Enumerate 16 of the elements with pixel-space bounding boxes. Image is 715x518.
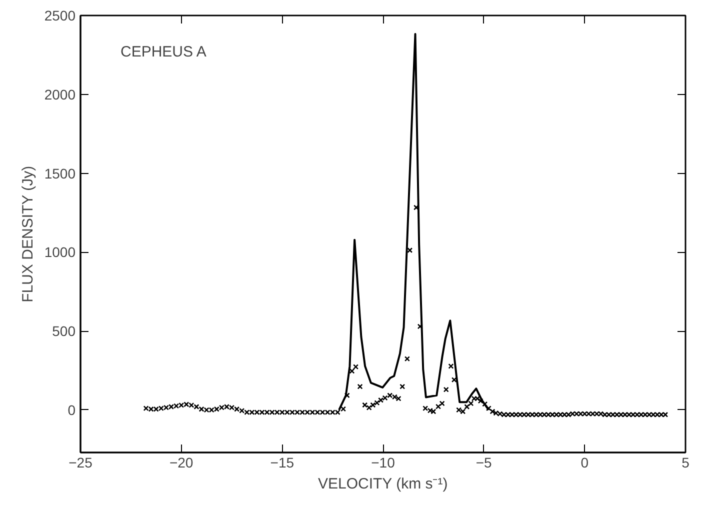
y-tick-label: 2000 [44,86,76,102]
x-tick-label: 5 [682,454,690,470]
x-tick-label: −5 [476,454,492,470]
x-tick-label: −10 [371,454,396,470]
y-tick-label: 1500 [44,165,76,182]
y-axis-title: FLUX DENSITY (Jy) [19,166,36,302]
x-tick-label: −20 [169,454,194,470]
y-tick-label: 0 [68,402,76,418]
x-tick-label: −25 [68,454,93,470]
y-tick-label: 1000 [44,244,76,260]
y-tick-label: 500 [52,323,76,340]
x-tick-label: 0 [580,454,589,470]
x-axis-title: VELOCITY (km s⁻¹) [318,476,448,492]
annotation: CEPHEUS A [120,44,206,60]
x-tick-label: −15 [270,454,294,470]
y-tick-label: 2500 [44,8,76,24]
